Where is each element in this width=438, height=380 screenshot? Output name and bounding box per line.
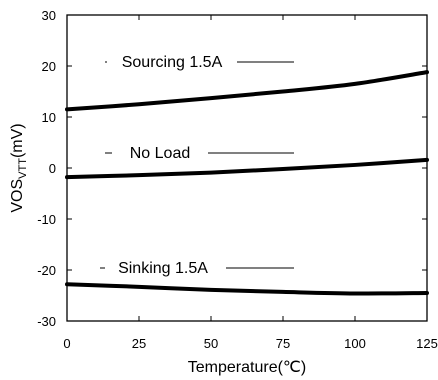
series-layer bbox=[65, 70, 429, 296]
series-label: Sourcing 1.5A bbox=[122, 54, 223, 71]
x-axis-title: Temperature(℃) bbox=[188, 359, 306, 376]
annotation-layer: Sourcing 1.5A No Load Sinking 1.5A bbox=[100, 54, 294, 277]
series-label: Sinking 1.5A bbox=[118, 260, 208, 277]
y-tick-label: 30 bbox=[42, 8, 56, 23]
x-tick-label: 100 bbox=[344, 336, 366, 351]
x-tick-label: 25 bbox=[132, 336, 146, 351]
y-axis-title: VOSVTT(mV) bbox=[9, 123, 29, 212]
x-tick-label: 75 bbox=[276, 336, 290, 351]
plot-area bbox=[66, 14, 428, 322]
axis-ticks: 0 25 50 75 100 125 -30 -20 -10 0 10 20 30 bbox=[37, 8, 438, 351]
series-line bbox=[65, 282, 429, 296]
x-tick-label: 125 bbox=[416, 336, 438, 351]
x-tick-label: 50 bbox=[204, 336, 218, 351]
y-tick-label: -20 bbox=[37, 263, 56, 278]
y-tick-label: 20 bbox=[42, 59, 56, 74]
series-line bbox=[65, 157, 429, 180]
y-tick-label: -10 bbox=[37, 212, 56, 227]
x-tick-label: 0 bbox=[63, 336, 70, 351]
y-tick-label: 10 bbox=[42, 110, 56, 125]
series-line bbox=[65, 70, 429, 112]
y-tick-label: 0 bbox=[49, 161, 56, 176]
series-label: No Load bbox=[130, 145, 191, 162]
y-tick-label: -30 bbox=[37, 314, 56, 329]
